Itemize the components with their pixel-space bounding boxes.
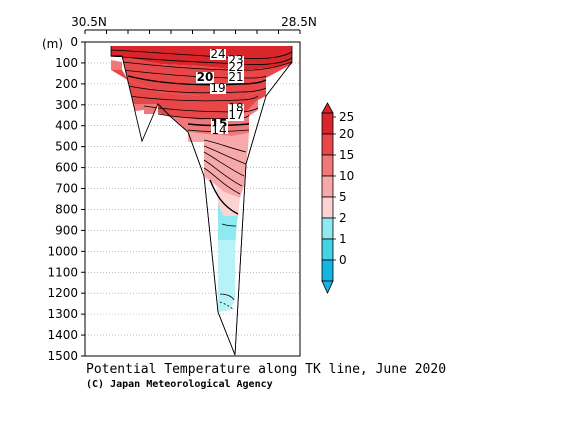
credit-text: (C) Japan Meteorological Agency	[86, 378, 273, 390]
colorbar-label: 2	[339, 211, 347, 225]
colorbar-label: 10	[339, 169, 354, 183]
contour-line	[203, 145, 247, 165]
contour-line	[203, 139, 247, 153]
contour-label-bg	[211, 119, 228, 130]
contour-line	[221, 223, 237, 227]
colorbar-label: 0	[339, 253, 347, 267]
plot-frame	[84, 41, 301, 357]
contour-label: 22	[228, 60, 243, 74]
colorbar-segment	[321, 217, 334, 240]
contour-line	[203, 167, 241, 195]
left-shelf-2	[128, 104, 158, 114]
colorbar-label: 25	[339, 110, 354, 124]
contour-label-bg	[228, 104, 244, 114]
contour-label: 21	[228, 70, 243, 84]
contour-label-bg	[228, 111, 244, 121]
y-tick-label: 900	[55, 223, 78, 237]
colorbar-segment	[321, 112, 334, 135]
contour-line	[203, 151, 245, 177]
contour-label: 20	[197, 70, 214, 84]
lat-label-right: 28.5N	[281, 15, 317, 29]
colorbar-segment	[321, 175, 334, 198]
top-axis: 30.5N 28.5N	[71, 15, 317, 34]
y-tick-label: 1000	[47, 244, 78, 258]
lat-label-left: 30.5N	[71, 15, 107, 29]
colorbar-label: 15	[339, 148, 354, 162]
temperature-field	[111, 46, 292, 312]
y-tick-label: 1500	[47, 349, 78, 363]
seafloor-mask-left	[111, 57, 158, 141]
colorbar-segment	[321, 133, 334, 156]
contour-label-bg	[211, 126, 228, 134]
y-tick-label: 200	[55, 77, 78, 91]
y-tick-label: 300	[55, 98, 78, 112]
contour-labels: 24 23 22 21 20 19 18 17 15 14	[196, 47, 244, 137]
y-tick-label: 500	[55, 140, 78, 154]
contour-label: 24	[210, 47, 225, 61]
colorbar-label: 1	[339, 232, 347, 246]
contour-line	[127, 75, 267, 86]
layer-5	[204, 176, 240, 216]
colorbar-label: 20	[339, 127, 354, 141]
contour-line	[219, 293, 235, 301]
y-tick-label: 400	[55, 119, 78, 133]
colorbar-top-arrow	[321, 102, 334, 114]
top-axis-ticks	[84, 30, 301, 34]
bathymetry-outline-top	[111, 55, 293, 356]
y-tick-label: 1200	[47, 286, 78, 300]
contour-line	[127, 95, 259, 102]
contour-label-bg	[196, 72, 214, 83]
layer-2-strip	[218, 240, 235, 312]
y-tick-label: 700	[55, 182, 78, 196]
colorbar-label: 5	[339, 190, 347, 204]
y-tick-label: 1300	[47, 307, 78, 321]
contour-label-bg	[228, 56, 244, 66]
chart-title: Potential Temperature along TK line, Jun…	[86, 362, 446, 377]
bottom-line-top	[111, 55, 293, 356]
y-tick-label: 100	[55, 56, 78, 70]
colorbar-bottom-arrow	[321, 280, 334, 294]
contour-line	[219, 301, 235, 311]
colorbar-segment	[321, 196, 334, 219]
y-axis: 0 100 200 300 400 500 600 700 800 900 1000 1100 1200…	[47, 35, 85, 363]
contour-line	[127, 85, 267, 94]
y-tick-label: 0	[70, 35, 78, 49]
contour-label-bg	[210, 49, 226, 60]
y-tick-label: 1400	[47, 328, 78, 342]
y-tick-label: 800	[55, 202, 78, 216]
contour-label-bg	[210, 84, 226, 94]
contour-label: 19	[210, 81, 225, 95]
contour-label-bg	[228, 63, 244, 73]
colorbar-segment	[321, 238, 334, 261]
contour-label: 14	[211, 123, 226, 137]
contour-label-bg	[228, 73, 244, 83]
colorbar-segment	[321, 259, 334, 282]
contour-line	[209, 179, 239, 215]
seafloor-mask	[111, 57, 158, 141]
contour-label: 17	[228, 108, 243, 122]
colorbar-segment	[321, 154, 334, 177]
y-tick-label: 1100	[47, 265, 78, 279]
y-tick-label: 600	[55, 161, 78, 175]
y-axis-unit: (m)	[42, 37, 63, 51]
contour-line	[203, 159, 243, 187]
